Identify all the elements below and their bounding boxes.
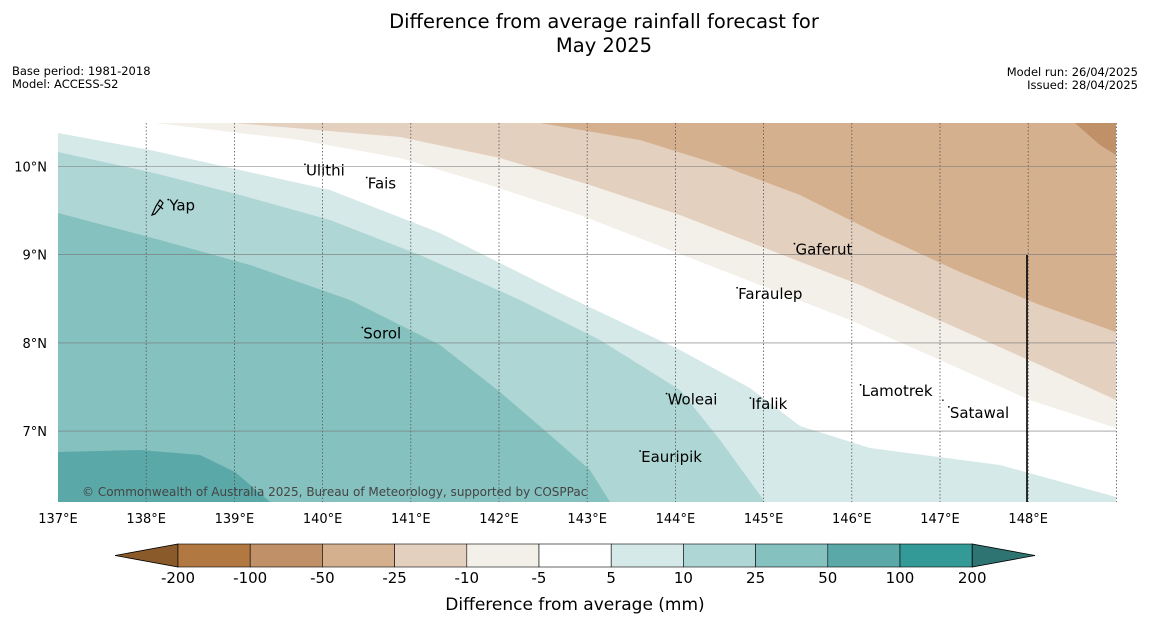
place-faraulep: Faraulep (736, 285, 802, 303)
axis-labels: 137°E 138°E 139°E 140°E 141°E 142°E 143°E 144°E… (14, 161, 1048, 528)
place-dot (859, 383, 862, 386)
band-minus-25-to-minus-50 (540, 123, 1116, 332)
longitude-label: 143°E (567, 512, 607, 527)
place-fais: Fais (365, 175, 397, 193)
place-eauripik: Eauripik (639, 448, 702, 466)
place-label: Ulithi (306, 161, 345, 179)
colorbar-segment (827, 543, 901, 568)
latitude-label: 10°N (14, 161, 47, 176)
place-ulithi: Ulithi (304, 161, 345, 179)
colorbar-tick-label: -10 (455, 569, 480, 587)
place-dot (167, 198, 170, 201)
latitude-label: 7°N (23, 425, 48, 440)
colorbar-tick-label: 25 (746, 569, 765, 587)
place-sorol: Sorol (361, 324, 401, 342)
place-dot (947, 405, 950, 408)
colorbar-segment (249, 543, 323, 568)
latitude-label: 9°N (23, 249, 48, 264)
longitude-label: 142°E (479, 512, 519, 527)
base-info: Base period: 1981-2018 Model: ACCESS-S2 (12, 65, 151, 91)
colorbar-tick-label: -5 (532, 569, 547, 587)
place-dot (639, 450, 642, 452)
place-dot (361, 326, 364, 329)
colorbar-tick-label: 50 (818, 569, 837, 587)
band-50-to-100 (58, 450, 270, 502)
place-markers: Ulithi Fais Yap Gaferut Faraulep Sorol Woleai I… (167, 161, 1009, 466)
colorbar-tick-label: -50 (310, 569, 335, 587)
band-25-to-50 (58, 213, 610, 502)
title-line-1: Difference from average rainfall forecas… (389, 10, 819, 33)
place-satawal: Satawal (947, 404, 1009, 422)
colorbar-segment (322, 543, 395, 568)
longitude-label: 148°E (1008, 512, 1048, 527)
longitude-label: 138°E (126, 512, 166, 527)
colorbar-segment (538, 543, 612, 568)
model-name: Model: ACCESS-S2 (12, 77, 119, 91)
place-label: Satawal (950, 404, 1009, 422)
title-line-2: May 2025 (555, 34, 653, 57)
place-gaferut: Gaferut (793, 241, 852, 259)
latitude-label: 8°N (23, 337, 48, 352)
colorbar-tick-label: 200 (958, 569, 987, 587)
place-yap: Yap (167, 197, 195, 215)
longitude-label: 147°E (920, 512, 960, 527)
colorbar-segment (899, 543, 973, 568)
place-label: Ifalik (751, 395, 787, 413)
colorbar-tick-label: 5 (606, 569, 616, 587)
place-label: Yap (168, 197, 195, 215)
place-dot (793, 242, 796, 245)
longitude-label: 144°E (656, 512, 696, 527)
longitude-label: 140°E (303, 512, 343, 527)
longitude-label: 146°E (832, 512, 872, 527)
colorbar-segment (177, 543, 251, 568)
place-woleai: Woleai (665, 391, 718, 409)
lamotrek-dot: . (941, 390, 945, 404)
place-label: Faraulep (738, 285, 802, 303)
colorbar-segment (466, 543, 540, 568)
place-dot (665, 392, 668, 395)
gridlines (58, 123, 1117, 502)
model-run: Model run: 26/04/2025 (1006, 65, 1138, 79)
colorbar-tick-label: -25 (382, 569, 407, 587)
colorbar-extend-high (971, 543, 1036, 568)
place-label: Eauripik (641, 448, 702, 466)
place-dot (304, 163, 306, 166)
place-label: Fais (368, 175, 397, 193)
colorbar-segment (755, 543, 829, 568)
place-label: Woleai (668, 391, 718, 409)
map-title: Difference from average rainfall forecas… (0, 10, 1150, 58)
colorbar-tick-label: 100 (886, 569, 915, 587)
place-ifalik: Ifalik (749, 395, 788, 413)
longitude-label: 145°E (744, 512, 784, 527)
colorbar-title: Difference from average (mm) (445, 595, 704, 615)
longitude-label: 141°E (391, 512, 431, 527)
colorbar-tick-label: 10 (674, 569, 693, 587)
place-dot (736, 286, 739, 289)
colorbar: -200 -100 -50 -25 -10 -5 5 10 25 50 100 200 (114, 543, 1036, 587)
colorbar-segment (683, 543, 756, 568)
longitude-label: 137°E (38, 512, 78, 527)
colorbar-extend-low (114, 543, 179, 568)
issued-date: Issued: 28/04/2025 (1027, 78, 1138, 92)
place-lamotrek: Lamotrek (859, 382, 933, 400)
run-info: Model run: 26/04/2025 Issued: 28/04/2025 (1007, 66, 1138, 92)
yap-island-outline (150, 199, 164, 216)
place-dot (749, 397, 752, 399)
place-label: Sorol (363, 324, 401, 342)
colorbar-segment (610, 543, 684, 568)
base-period: Base period: 1981-2018 (12, 64, 151, 78)
colorbar-tick-label: -100 (233, 569, 267, 587)
place-label: Gaferut (795, 241, 852, 259)
colorbar-tick-label: -200 (161, 569, 195, 587)
longitude-label: 139°E (215, 512, 255, 527)
copyright-text: © Commonwealth of Australia 2025, Bureau… (82, 485, 587, 499)
band-minus-50-to-minus-100 (1075, 123, 1116, 155)
place-label: Lamotrek (862, 382, 933, 400)
colorbar-segment (394, 543, 468, 568)
place-dot (365, 176, 368, 179)
